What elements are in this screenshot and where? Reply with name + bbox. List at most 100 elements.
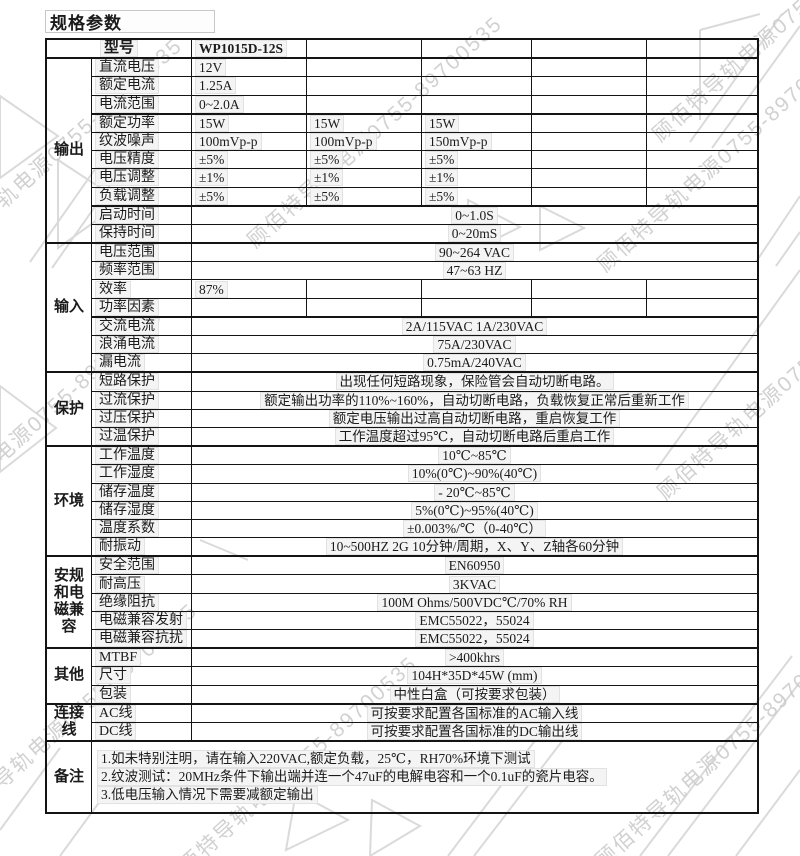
param-label: 纹波噪声 [96,134,158,150]
value-cells: 12V [192,59,757,77]
value-text: ±5% [426,152,458,168]
value-cell: ±1% [307,169,422,187]
value-cell [307,77,422,95]
value-text: 10%(0℃)~90%(40℃) [408,466,541,482]
spec-row: 交流电流 2A/115VAC 1A/230VAC [92,315,757,335]
model-value: WP1015D-12S [196,41,286,57]
category-label: 连接线 [47,704,92,741]
param-cell: DC线 [92,722,192,741]
value-text: 工作温度超过95℃，自动切断电路后重启工作 [335,429,614,445]
spec-row: 储存温度 - 20℃~85℃ [92,482,757,501]
value-text: 5%(0℃)~95%(40℃) [412,502,537,518]
notes-label: 备注 [47,742,92,813]
section-4: 环境 工作温度 10℃~85℃ 工作湿度 10%(0℃)~90%(40℃) 储存温度 - 2… [47,445,757,556]
note-line: 2.纹波测试：20MHz条件下输出端并连一个47uF的电解电容和一个0.1uF的… [98,769,757,786]
value-cell [647,115,757,132]
section-7: 连接线 AC线 可按要求配置各国标准的AC输入线 DC线 可按要求配置各国标准的DC输出… [47,702,757,741]
value-cell [307,280,422,298]
param-cell: 过压保护 [92,409,192,427]
spec-row: 额定功率 15W 15W 15W [92,112,757,132]
param-label: 储存湿度 [96,502,158,518]
value-cell [532,280,647,298]
param-cell: 电压范围 [92,244,192,262]
value-cell-merged: 额定输出功率的110%~160%，自动切断电路，负载恢复正常后重新工作 [192,392,757,409]
spec-row: 耐高压 3KVAC [92,574,757,593]
category-label: 保护 [47,373,92,446]
value-cell [422,77,532,95]
spec-row: 频率范围 47~63 HZ [92,261,757,280]
value-cell [532,187,647,205]
param-label: 额定功率 [96,115,158,131]
value-cell-merged: 0.75mA/240VAC [192,354,757,371]
param-label: 频率范围 [96,263,158,279]
spec-row: 保持时间 0~20mS [92,223,757,243]
value-text: 1.25A [196,78,236,94]
param-label: AC线 [96,705,136,721]
value-text: 0~1.0S [452,207,497,223]
spec-row: 过流保护 额定输出功率的110%~160%，自动切断电路，负载恢复正常后重新工作 [92,390,757,409]
category-label-text: 输入 [53,299,84,316]
value-cell [647,169,757,186]
page-title: 规格参数 [45,10,215,33]
value-cell: 87% [192,280,307,298]
notes-section: 备注 1.如未特别注明，请在输入220VAC,额定负载，25℃，RH70%环境下测… [47,740,757,813]
spec-row: 启动时间 0~1.0S [92,204,757,224]
model-value-cell: WP1015D-12S [192,40,307,58]
value-text: ±5% [311,188,343,204]
value-cell [647,151,757,168]
param-label: 浪涌电流 [96,337,158,353]
value-cell [532,59,647,77]
param-label: 工作温度 [96,448,158,464]
value-cell [532,132,647,151]
value-text: 87% [196,281,227,297]
value-text: - 20℃~85℃ [435,484,514,500]
param-label: 安全范围 [96,558,158,574]
value-cell [647,96,757,113]
model-row: 型号 WP1015D-12S [47,40,757,58]
value-cell [422,298,532,316]
value-cell-merged: 中性白盒（可按要求包装） [192,686,757,703]
param-cell: 耐振动 [92,538,192,556]
value-cell-merged: 出现任何短路现象，保险管会自动切断电路。 [192,373,757,390]
param-label: 启动时间 [96,207,158,223]
param-label: MTBF [96,650,141,666]
value-cell [532,169,647,187]
param-label: 负载调整 [96,188,158,204]
value-text: 出现任何短路现象，保险管会自动切断电路。 [336,374,613,390]
spec-row: MTBF >400khrs [92,649,757,667]
model-value-cell [647,40,757,57]
param-label: 绝缘阻抗 [96,594,158,610]
value-text: ±1% [196,170,228,186]
value-cell: 15W [422,114,532,132]
note-text: 3.低电压输入情况下需要减额定输出 [98,787,317,804]
param-cell: 安全范围 [92,557,192,575]
param-label: 温度系数 [96,520,158,536]
value-cell [307,298,422,316]
param-cell: 工作湿度 [92,465,192,483]
spec-row: 安全范围 EN60950 [92,557,757,575]
section-2: 输入 电压范围 90~264 VAC 频率范围 47~63 HZ 效率 87% 功率因素 交流电… [47,242,757,372]
value-cell: 12V [192,59,307,77]
value-cell-merged: 47~63 HZ [192,262,757,279]
value-text: 可按要求配置各国标准的DC输出线 [367,724,582,740]
spec-row: 电流范围 0~2.0A [92,94,757,113]
section-rows: AC线 可按要求配置各国标准的AC输入线 DC线 可按要求配置各国标准的DC输出线 [92,704,757,741]
value-cell [647,299,757,316]
param-label: 短路保护 [96,374,158,390]
param-cell: 额定电流 [92,77,192,95]
param-cell: 过流保护 [92,391,192,409]
category-label-text: 环境 [53,492,84,509]
value-cell: ±5% [422,151,532,169]
value-cells: 1.25A [192,77,757,95]
spec-row: 温度系数 ±0.003%/℃（0-40℃） [92,518,757,538]
category-label-text: 安规和电磁兼容 [53,568,84,636]
spec-row: 工作温度 10℃~85℃ [92,447,757,465]
value-text: ±0.003%/℃（0-40℃） [404,520,545,536]
category-label: 输入 [47,244,92,372]
param-cell: 功率因素 [92,298,192,316]
param-label: 电压范围 [96,245,158,261]
value-cell-merged: 0~20mS [192,225,757,242]
value-text: >400khrs [445,650,504,666]
value-cell-merged: EMC55022，55024 [192,630,757,647]
